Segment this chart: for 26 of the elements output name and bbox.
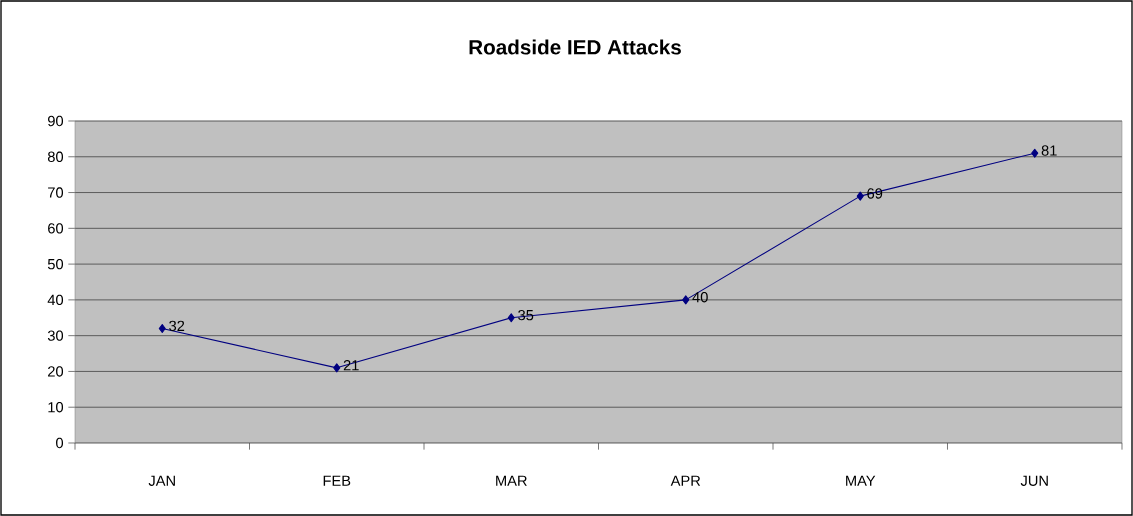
- y-tick-label: 60: [48, 223, 64, 234]
- x-tick-label: MAY: [846, 475, 876, 486]
- y-tick-label: 20: [48, 366, 64, 377]
- y-tick-label: 90: [48, 115, 64, 127]
- x-tick-label: FEB: [323, 475, 351, 486]
- x-tick-label: MAR: [496, 475, 527, 486]
- y-tick-label: 0: [56, 437, 64, 449]
- x-tick-label: APR: [670, 475, 701, 486]
- data-label: 81: [1041, 145, 1057, 156]
- point: [158, 323, 166, 334]
- chart-title: Roadside IED Attacks: [469, 39, 681, 55]
- y-tick-label: 70: [48, 187, 64, 198]
- x-tick-label: JUN: [1020, 475, 1048, 486]
- point: [333, 363, 341, 373]
- y-tick-label: 30: [47, 330, 64, 341]
- point: [682, 295, 690, 305]
- y-tick-label: 50: [47, 258, 64, 270]
- point: [1031, 148, 1039, 158]
- point: [507, 313, 515, 323]
- data-label: 40: [692, 292, 708, 303]
- y-tick-label: 10: [48, 402, 64, 413]
- point: [856, 191, 864, 201]
- y-tick-label: 40: [47, 294, 64, 306]
- x-tick-label: JAN: [148, 475, 175, 486]
- y-tick-label: 80: [47, 151, 64, 162]
- data-label: 32: [169, 320, 185, 332]
